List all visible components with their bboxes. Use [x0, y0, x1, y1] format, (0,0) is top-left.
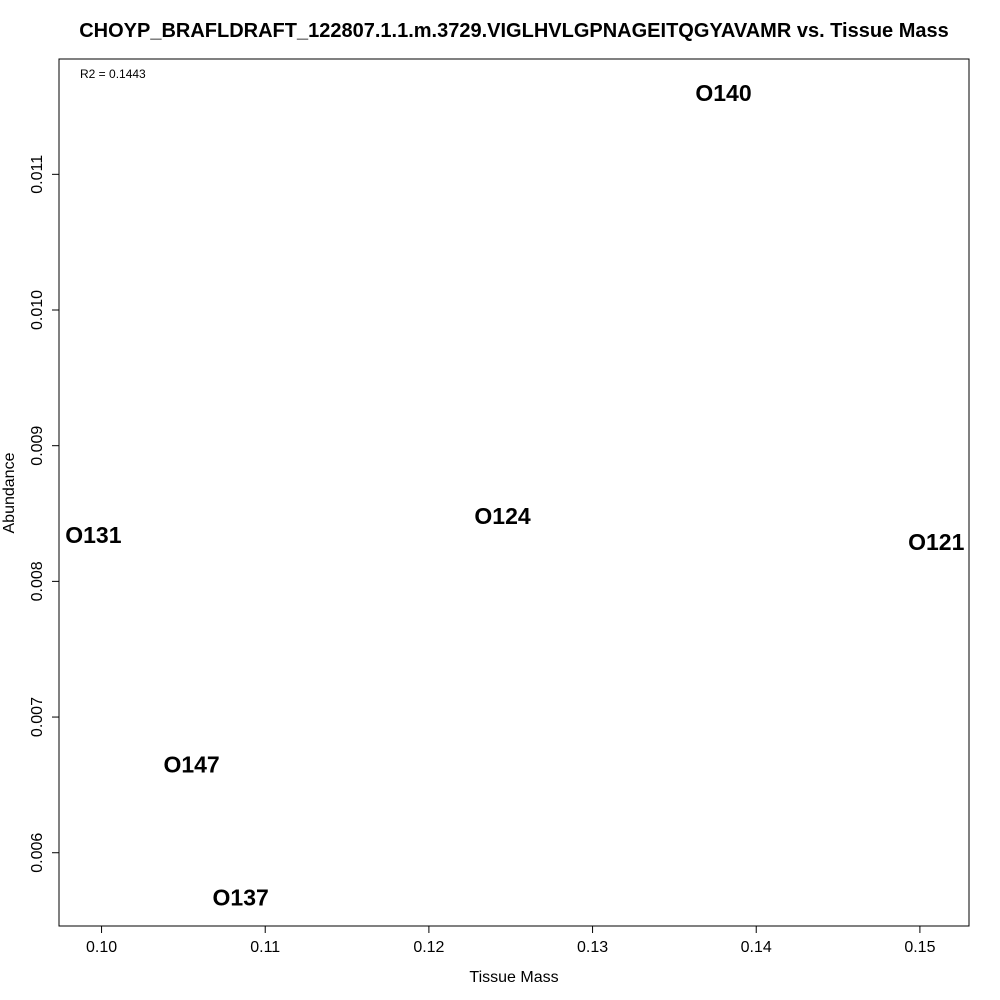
x-tick-label: 0.15 — [904, 939, 935, 956]
data-points: O140 O131 O124 O121 O147 O137 — [65, 80, 964, 911]
x-axis: 0.10 0.11 0.12 0.13 0.14 0.15 — [86, 925, 936, 956]
x-tick-label: 0.11 — [250, 939, 280, 956]
point-label: O147 — [163, 752, 219, 778]
y-tick-label: 0.007 — [29, 697, 46, 737]
point-label: O131 — [65, 522, 121, 548]
x-tick-label: 0.12 — [413, 939, 444, 956]
y-tick-label: 0.010 — [29, 290, 46, 330]
y-tick-label: 0.009 — [29, 426, 46, 466]
x-tick-label: 0.14 — [741, 939, 772, 956]
x-tick-label: 0.10 — [86, 939, 117, 956]
point-label: O121 — [908, 529, 964, 555]
point-label: O124 — [474, 503, 530, 529]
point-label: O137 — [213, 885, 269, 911]
y-tick-label: 0.006 — [29, 833, 46, 873]
y-axis: 0.006 0.007 0.008 0.009 0.010 0.011 — [29, 155, 60, 873]
y-tick-label: 0.011 — [29, 155, 46, 194]
y-axis-label: Abundance — [1, 452, 18, 533]
y-tick-label: 0.008 — [29, 561, 46, 601]
chart-title: CHOYP_BRAFLDRAFT_122807.1.1.m.3729.VIGLH… — [79, 20, 949, 42]
point-label: O140 — [695, 80, 751, 106]
r2-annotation: R2 = 0.1443 — [80, 67, 146, 81]
x-tick-label: 0.13 — [577, 939, 608, 956]
x-axis-label: Tissue Mass — [469, 969, 558, 986]
plot-frame — [58, 58, 970, 927]
